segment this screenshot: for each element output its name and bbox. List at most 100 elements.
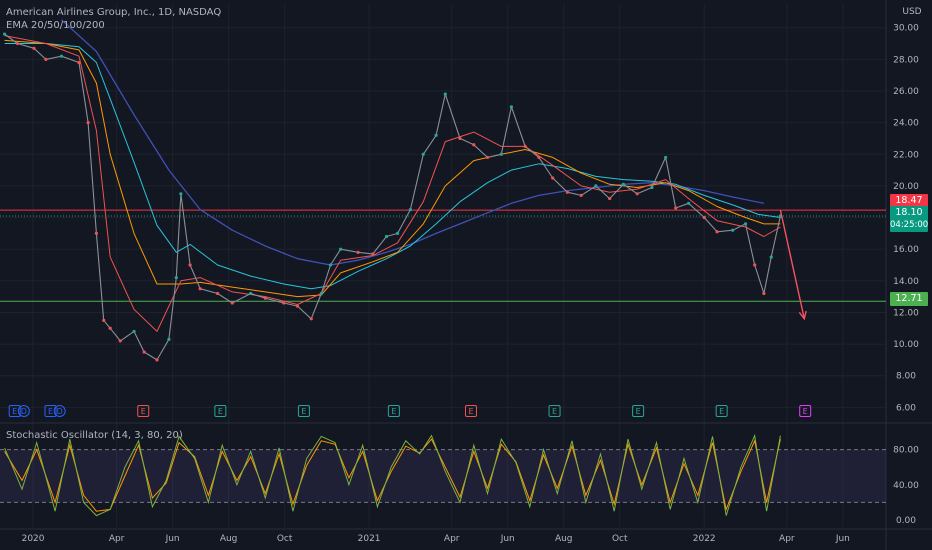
price-point (155, 358, 159, 362)
price-point (702, 215, 706, 220)
price-point (594, 184, 598, 188)
time-tick-label: 2022 (693, 534, 716, 544)
forecast-arrow-shaft (779, 209, 805, 319)
price-point (108, 326, 112, 330)
price-point (715, 230, 719, 234)
price-point (59, 54, 64, 58)
price-tick-label: 28.00 (893, 55, 919, 65)
price-point (731, 228, 735, 232)
series-ema100 (4, 43, 781, 290)
earnings-marker (632, 405, 645, 417)
time-tick-label: Oct (612, 534, 628, 544)
series-layer (2, 19, 783, 362)
symbol-title[interactable]: American Airlines Group, Inc., 1D, NASDA… (6, 7, 222, 18)
series-ema50 (4, 39, 781, 298)
price-point (198, 287, 202, 291)
event-marker-glyph: E (391, 407, 396, 416)
price-point (167, 337, 171, 341)
price-point (174, 276, 178, 280)
event-marker-glyph: E (636, 407, 641, 416)
time-tick-label: 2021 (358, 534, 381, 544)
dividend-marker (53, 405, 66, 417)
countdown-tag: 04:25:00 (890, 218, 929, 232)
price-point (674, 206, 678, 210)
price-point (371, 252, 375, 256)
earnings-marker (799, 405, 812, 417)
price-tick-label: 16.00 (893, 245, 919, 255)
price-point (769, 255, 773, 259)
event-marker-glyph: E (468, 407, 473, 416)
time-axis[interactable]: 2020 Apr Jun Aug Oct 2021 Apr Jun Aug Oct 2022 Apr J… (22, 534, 850, 544)
price-tick-label: 30.00 (893, 24, 919, 34)
price-point (263, 296, 267, 300)
price-point (94, 231, 99, 235)
earnings-marker (297, 405, 310, 417)
price-point (499, 152, 503, 156)
earnings-marker (465, 405, 478, 417)
oscillator-legend[interactable]: Stochastic Oscillator (14, 3, 80, 20) (6, 430, 183, 441)
price-point (77, 60, 81, 65)
earnings-marker (214, 405, 227, 417)
price-point (434, 133, 438, 137)
price-point (753, 263, 757, 267)
earnings-marker (44, 405, 57, 417)
price-tick-label: 20.00 (893, 182, 919, 192)
earnings-marker (8, 405, 21, 417)
price-point (102, 318, 106, 322)
event-marker-glyph: D (21, 407, 27, 416)
time-tick-label: Aug (555, 534, 573, 544)
price-point (132, 329, 136, 334)
support-price-tag: 12.71 (890, 292, 928, 306)
time-tick-label: 2020 (22, 534, 45, 544)
price-point (635, 192, 639, 196)
price-point (15, 41, 20, 46)
price-point (339, 247, 343, 251)
event-marker-glyph: E (48, 407, 53, 416)
price-point (485, 155, 490, 160)
event-marker-glyph: E (218, 407, 223, 416)
price-tick-label: 24.00 (893, 119, 919, 129)
earnings-marker (548, 405, 561, 417)
price-point (650, 185, 654, 190)
price-point (551, 176, 555, 180)
price-tick-label: 14.00 (893, 277, 919, 287)
forecast-arrow-head (798, 310, 807, 321)
time-tick-label: Aug (220, 534, 238, 544)
stoch-k-line (4, 433, 781, 517)
event-marker-glyph: E (719, 407, 724, 416)
price-point (142, 350, 146, 354)
price-point (743, 222, 748, 226)
price-point (282, 301, 286, 305)
price-tick-label: 22.00 (893, 150, 919, 160)
time-tick-label: Apr (779, 534, 795, 544)
price-tick-label: 8.00 (896, 372, 916, 382)
price-point (188, 263, 192, 267)
price-point (356, 250, 360, 254)
earnings-marker (387, 405, 400, 417)
price-point (537, 155, 541, 160)
price-point (328, 263, 333, 267)
oscillator-tick-label: 0.00 (896, 516, 916, 526)
dividend-marker (17, 405, 30, 417)
price-point (565, 190, 570, 194)
price-point (295, 304, 300, 308)
price-point (579, 193, 583, 197)
earnings-marker (137, 405, 150, 417)
price-point (32, 46, 36, 50)
price-point (309, 317, 313, 321)
event-marker-glyph: E (12, 407, 17, 416)
earnings-marker (715, 405, 728, 417)
price-tick-label: 6.00 (896, 403, 916, 413)
price-point (421, 152, 425, 156)
time-tick-label: Apr (444, 534, 460, 544)
price-point (384, 234, 389, 239)
time-tick-label: Jun (500, 534, 515, 544)
oscillator-axis: 80.00 40.00 0.00 (893, 446, 919, 526)
price-point (215, 291, 220, 296)
indicator-legend[interactable]: EMA 20/50/100/200 (6, 20, 105, 31)
price-point (179, 192, 183, 196)
forecast-arrow (779, 209, 807, 321)
